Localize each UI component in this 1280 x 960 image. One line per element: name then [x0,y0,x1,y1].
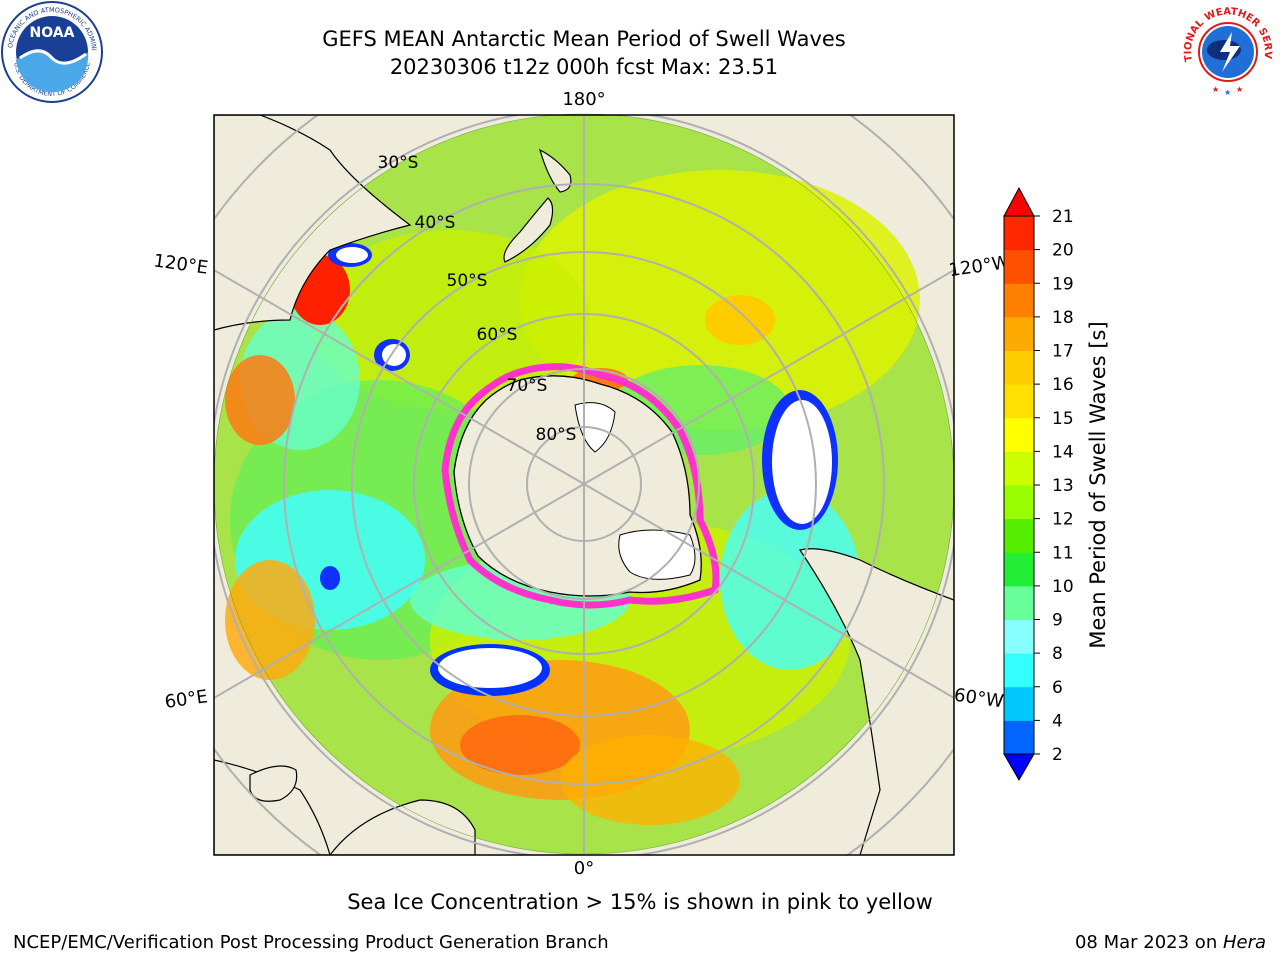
footer-credit: NCEP/EMC/Verification Post Processing Pr… [13,932,609,953]
colorbar: 2 4 6 8 9 10 11 12 13 14 15 16 17 18 19 20 21 [1003,186,1074,782]
colorbar-segment [1004,619,1034,654]
sea-ice-note: Sea Ice Concentration > 15% is shown in … [347,890,933,914]
colorbar-segment [1004,283,1034,318]
land-new-zealand-north [539,148,572,193]
colorbar-tick-label: 4 [1052,711,1063,731]
colorbar-over-arrow [1003,186,1035,217]
land-south-america [799,548,954,855]
colorbar-segment [1004,552,1034,587]
colorbar-tick-label: 2 [1052,745,1063,765]
colorbar-segment [1004,451,1034,486]
colorbar-tick-label: 12 [1052,510,1074,530]
colorbar-label: Mean Period of Swell Waves [s] [1086,321,1110,649]
colorbar-under-arrow [1003,753,1035,782]
colorbar-tick-label: 18 [1052,308,1074,328]
lat-label-70s: 70°S [507,376,548,396]
lat-label-30s: 30°S [378,153,419,173]
colorbar-segment [1004,216,1034,251]
noaa-logo: NATIONAL OCEANIC AND ATMOSPHERIC ADMINIS… [0,0,103,103]
lat-label-80s: 80°S [536,425,577,445]
noaa-logo-text: NOAA [30,25,75,41]
colorbar-tick-label: 10 [1052,577,1074,597]
colorbar-tick-label: 14 [1052,442,1074,462]
colorbar-segment [1004,585,1034,620]
colorbar-segment [1004,485,1034,520]
colorbar-segment [1004,384,1034,419]
colorbar-tick-label: 9 [1052,611,1063,631]
footer-date-text: 08 Mar 2023 on [1074,932,1223,953]
colorbar-tick-label: 16 [1052,375,1074,395]
svg-text:★: ★ [1236,85,1243,94]
land-madagascar [249,765,298,802]
land-africa [214,759,331,855]
lon-label-180: 180° [562,89,605,110]
lon-label-120e: 120°E [152,250,209,278]
land-africa-south [329,799,476,855]
colorbar-tick-label: 8 [1052,644,1063,664]
swell-period-field [225,170,920,825]
lat-label-40s: 40°S [415,213,456,233]
colorbar-segment [1004,653,1034,688]
colorbar-segment [1004,686,1034,721]
land-australia [214,115,412,331]
svg-text:★: ★ [1212,85,1219,94]
footer-host: Hera [1222,932,1266,953]
lat-label-60s: 60°S [477,325,518,345]
colorbar-tick-label: 15 [1052,409,1074,429]
lat-label-50s: 50°S [447,271,488,291]
lon-label-60w: 60°W [953,685,1005,713]
map-frame [213,114,955,856]
colorbar-tick-label: 6 [1052,678,1063,698]
sea-ice-edge [441,363,720,609]
colorbar-segment [1004,316,1034,351]
colorbar-tick-label: 17 [1052,342,1074,362]
svg-text:★: ★ [1224,88,1231,97]
lon-label-120w: 120°W [947,252,1011,281]
colorbar-tick-label: 19 [1052,274,1074,294]
map-title: GEFS MEAN Antarctic Mean Period of Swell… [322,27,846,51]
colorbar-segment [1004,350,1034,385]
colorbar-segment [1004,417,1034,452]
colorbar-segment [1004,720,1034,755]
national-weather-service-logo: NATIONAL WEATHER SERVICE ★ ★ ★ [1176,0,1278,102]
footer-date: 08 Mar 2023 on Hera [1075,932,1266,953]
land-new-zealand-south [503,197,554,263]
colorbar-tick-label: 20 [1052,241,1074,261]
map-subtitle: 20230306 t12z 000h fcst Max: 23.51 [389,55,779,79]
colorbar-segment [1004,518,1034,553]
lon-label-0: 0° [574,858,594,879]
colorbar-tick-label: 11 [1052,543,1074,563]
graticule [214,115,954,855]
lon-label-60e: 60°E [163,686,209,713]
colorbar-segment [1004,249,1034,284]
colorbar-tick-label: 13 [1052,476,1074,496]
colorbar-tick-label: 21 [1052,207,1074,227]
